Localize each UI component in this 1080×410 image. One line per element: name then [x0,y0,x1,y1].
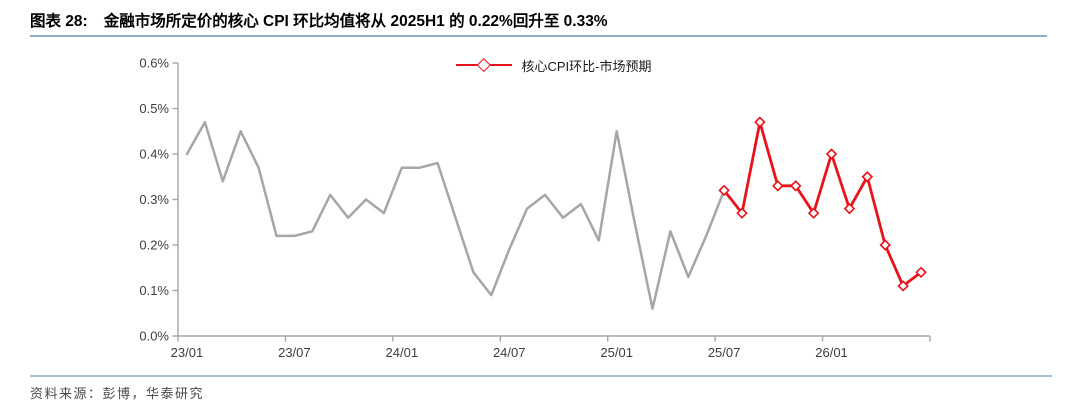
y-tick-label: 0.0% [139,329,169,344]
diamond-marker-icon [879,239,891,251]
diamond-marker-icon [736,207,748,219]
source-note: 资料来源：彭博，华泰研究 [30,387,205,402]
x-tick-label: 23/01 [171,345,204,360]
x-tick-label: 25/01 [600,345,633,360]
y-tick-label: 0.3% [139,192,169,207]
x-axis-ticks: 23/01 23/07 24/01 24/07 25/01 25/07 26/01 [171,336,931,360]
y-tick-label: 0.1% [139,283,169,298]
forecast-series [718,116,927,292]
figure-label: 图表 28: [30,13,88,30]
history-series [185,120,726,310]
diamond-marker-icon [861,171,874,183]
legend-line-diamond-icon [456,57,513,71]
legend-label: 核心CPI环比-市场预期 [521,58,652,74]
chart-legend: 核心CPI环比-市场预期 [178,55,930,75]
x-tick-label: 25/07 [708,345,741,360]
x-tick-label: 24/01 [386,345,419,360]
diamond-marker-icon [807,207,820,219]
title-underline [30,35,1047,37]
y-tick-label: 0.5% [139,101,169,116]
figure-title: 图表 28: 金融市场所定价的核心 CPI 环比均值将从 2025H1 的 0.2… [30,9,1050,31]
y-tick-label: 0.4% [139,147,169,162]
diamond-marker-icon [825,148,838,160]
diamond-marker-icon [789,180,802,192]
y-tick-label: 0.6% [139,56,169,71]
diamond-marker-icon [718,184,730,197]
x-tick-label: 26/01 [815,345,848,360]
diamond-marker-icon [897,280,909,292]
y-tick-label: 0.2% [139,238,169,253]
figure-title-text: 金融市场所定价的核心 CPI 环比均值将从 2025H1 的 0.22%回升至 … [103,13,608,30]
x-tick-label: 23/07 [278,345,311,360]
footer-divider [30,375,1052,377]
y-axis-ticks: 0.0% 0.1% 0.2% 0.3% 0.4% 0.5% 0.6% [139,56,178,344]
diamond-marker-icon [915,266,927,279]
diamond-marker-icon [772,180,784,192]
x-tick-label: 24/07 [493,345,526,360]
diamond-marker-icon [843,202,856,215]
diamond-marker-icon [754,116,766,128]
